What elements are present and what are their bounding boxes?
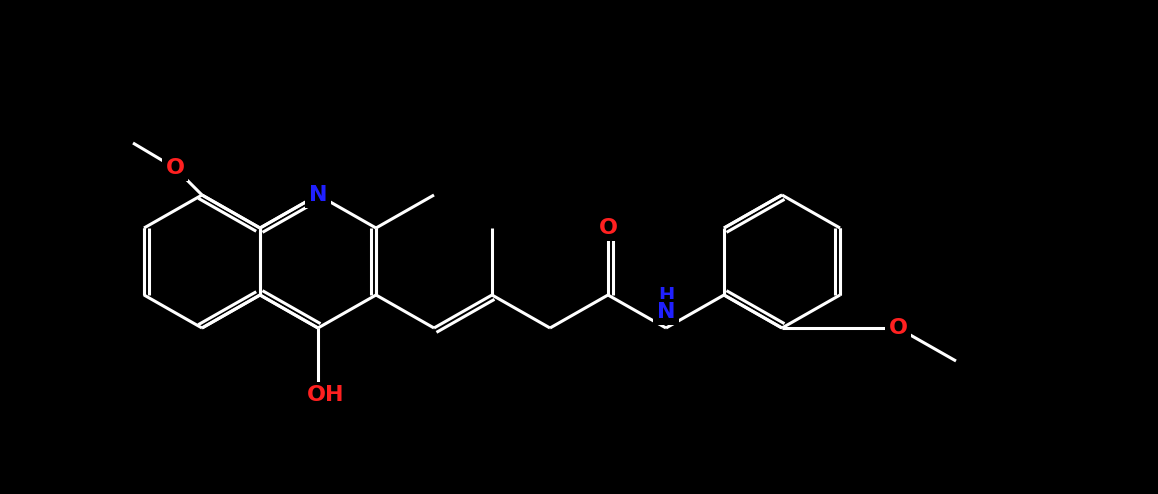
Text: OH: OH — [307, 385, 345, 405]
Text: O: O — [599, 218, 617, 238]
Text: O: O — [166, 158, 184, 178]
Text: H: H — [658, 286, 674, 304]
Text: N: N — [309, 185, 328, 205]
Text: N: N — [657, 302, 675, 322]
Text: O: O — [888, 318, 908, 338]
